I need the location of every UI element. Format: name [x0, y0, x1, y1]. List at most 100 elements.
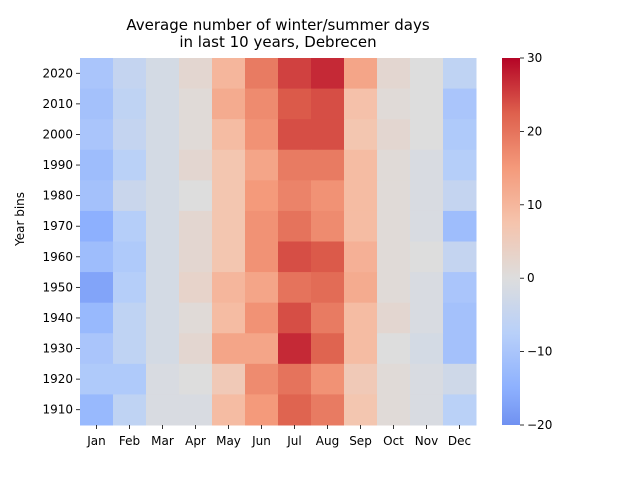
heatmap-cell-2020-Jan: [80, 58, 114, 90]
heatmap-cell-1930-Jul: [278, 333, 312, 365]
x-tick-label: Jun: [251, 434, 271, 448]
heatmap-cell-1930-Nov: [410, 333, 444, 365]
heatmap-cell-1980-Sep: [344, 180, 378, 212]
heatmap-cell-1960-Dec: [443, 241, 477, 273]
y-axis: 2020 2010 2000 1990 1980 1970 1960 1950 1940 1930…: [42, 66, 80, 417]
heatmap-cell-1990-Feb: [113, 149, 147, 181]
colorbar-tick-label: 20: [527, 124, 542, 138]
heatmap-cell-1910-Nov: [410, 394, 444, 426]
heatmap-cell-1940-Apr: [179, 302, 213, 334]
heatmap-cell-1910-Jun: [245, 394, 279, 426]
colorbar-axis: 30 20 10 0 −10 −20: [520, 51, 552, 432]
heatmap-cell-1980-Jul: [278, 180, 312, 212]
heatmap-cell-1930-Jun: [245, 333, 279, 365]
heatmap-cell-1940-Sep: [344, 302, 378, 334]
x-tick-label: Jul: [286, 434, 301, 448]
x-tick-label: May: [216, 434, 241, 448]
heatmap-cell-1920-Jul: [278, 363, 312, 395]
heatmap-cell-1990-Jan: [80, 149, 114, 181]
y-tick-label: 1970: [42, 219, 73, 233]
heatmap-cell-1920-Aug: [311, 363, 345, 395]
heatmap-cell-1990-Jun: [245, 149, 279, 181]
heatmap-cell-1910-Feb: [113, 394, 147, 426]
y-tick-label: 1940: [42, 311, 73, 325]
heatmap-cell-1960-Aug: [311, 241, 345, 273]
heatmap-cell-1930-Sep: [344, 333, 378, 365]
heatmap-cell-1950-Feb: [113, 272, 147, 304]
x-tick-label: Dec: [448, 434, 471, 448]
heatmap-cell-1940-Oct: [377, 302, 411, 334]
heatmap-cell-1960-Apr: [179, 241, 213, 273]
heatmap-cell-1980-Jan: [80, 180, 114, 212]
heatmap-cell-2000-Sep: [344, 119, 378, 151]
colorbar-tick-label: −20: [527, 418, 552, 432]
heatmap-cell-1920-Feb: [113, 363, 147, 395]
y-tick-label: 2020: [42, 66, 73, 80]
heatmap-cell-1910-Dec: [443, 394, 477, 426]
heatmap-cell-1980-May: [212, 180, 246, 212]
heatmap-cell-1940-Nov: [410, 302, 444, 334]
heatmap-cell-2010-May: [212, 88, 246, 120]
heatmap-cell-2000-Aug: [311, 119, 345, 151]
x-tick-label: Aug: [316, 434, 339, 448]
y-tick-label: 1990: [42, 158, 73, 172]
heatmap-cell-2010-Nov: [410, 88, 444, 120]
heatmap-cell-1970-May: [212, 210, 246, 242]
heatmap-cell-1980-Dec: [443, 180, 477, 212]
heatmap-cell-1970-Oct: [377, 210, 411, 242]
heatmap-cell-1980-Oct: [377, 180, 411, 212]
heatmap-cell-2000-Apr: [179, 119, 213, 151]
heatmap-cell-2000-May: [212, 119, 246, 151]
heatmap-cell-1970-Aug: [311, 210, 345, 242]
heatmap-cell-1950-Nov: [410, 272, 444, 304]
heatmap-cell-2010-Feb: [113, 88, 147, 120]
heatmap-cell-2020-Nov: [410, 58, 444, 90]
chart-title-line-2: in last 10 years, Debrecen: [179, 33, 377, 51]
heatmap-cell-1980-Nov: [410, 180, 444, 212]
heatmap-cell-1970-Dec: [443, 210, 477, 242]
heatmap-cell-1970-Nov: [410, 210, 444, 242]
heatmap-cell-1940-Aug: [311, 302, 345, 334]
heatmap-cell-2000-Jan: [80, 119, 114, 151]
heatmap-cell-2000-Nov: [410, 119, 444, 151]
x-tick-label: Oct: [383, 434, 404, 448]
y-tick-label: 1960: [42, 250, 73, 264]
heatmap-cell-1950-Aug: [311, 272, 345, 304]
heatmap-cell-1910-Oct: [377, 394, 411, 426]
heatmap-cell-1970-Jun: [245, 210, 279, 242]
heatmap-cell-1970-Mar: [146, 210, 180, 242]
heatmap-cell-2020-Aug: [311, 58, 345, 90]
chart-title-line-1: Average number of winter/summer days: [126, 16, 430, 34]
heatmap-cell-2020-Dec: [443, 58, 477, 90]
heatmap-cell-1950-Jan: [80, 272, 114, 304]
heatmap-cell-1970-Apr: [179, 210, 213, 242]
heatmap-cell-1950-Oct: [377, 272, 411, 304]
heatmap-cell-1970-Jan: [80, 210, 114, 242]
heatmap-cell-1950-Mar: [146, 272, 180, 304]
heatmap-cell-1980-Mar: [146, 180, 180, 212]
heatmap-cell-1960-Jan: [80, 241, 114, 273]
heatmap-cell-2010-Mar: [146, 88, 180, 120]
heatmap-cell-2000-Dec: [443, 119, 477, 151]
heatmap-cell-2020-Jul: [278, 58, 312, 90]
heatmap-cell-1980-Feb: [113, 180, 147, 212]
heatmap-cell-1950-Jul: [278, 272, 312, 304]
heatmap-cell-1940-Jul: [278, 302, 312, 334]
x-tick-label: Jan: [86, 434, 106, 448]
heatmap-cell-1920-Jan: [80, 363, 114, 395]
heatmap-cell-1980-Jun: [245, 180, 279, 212]
heatmap-cell-1960-May: [212, 241, 246, 273]
colorbar-tick-label: −10: [527, 345, 552, 359]
heatmap-cell-1940-Jan: [80, 302, 114, 334]
heatmap-cell-2010-Apr: [179, 88, 213, 120]
heatmap-cell-1940-Feb: [113, 302, 147, 334]
x-tick-label: Feb: [119, 434, 140, 448]
heatmap-cell-1960-Oct: [377, 241, 411, 273]
heatmap-cell-1930-Apr: [179, 333, 213, 365]
heatmap-cells: [80, 58, 477, 426]
heatmap-cell-2020-Jun: [245, 58, 279, 90]
colorbar-tick-label: 10: [527, 198, 542, 212]
heatmap-cell-1950-Apr: [179, 272, 213, 304]
heatmap-cell-2000-Jul: [278, 119, 312, 151]
